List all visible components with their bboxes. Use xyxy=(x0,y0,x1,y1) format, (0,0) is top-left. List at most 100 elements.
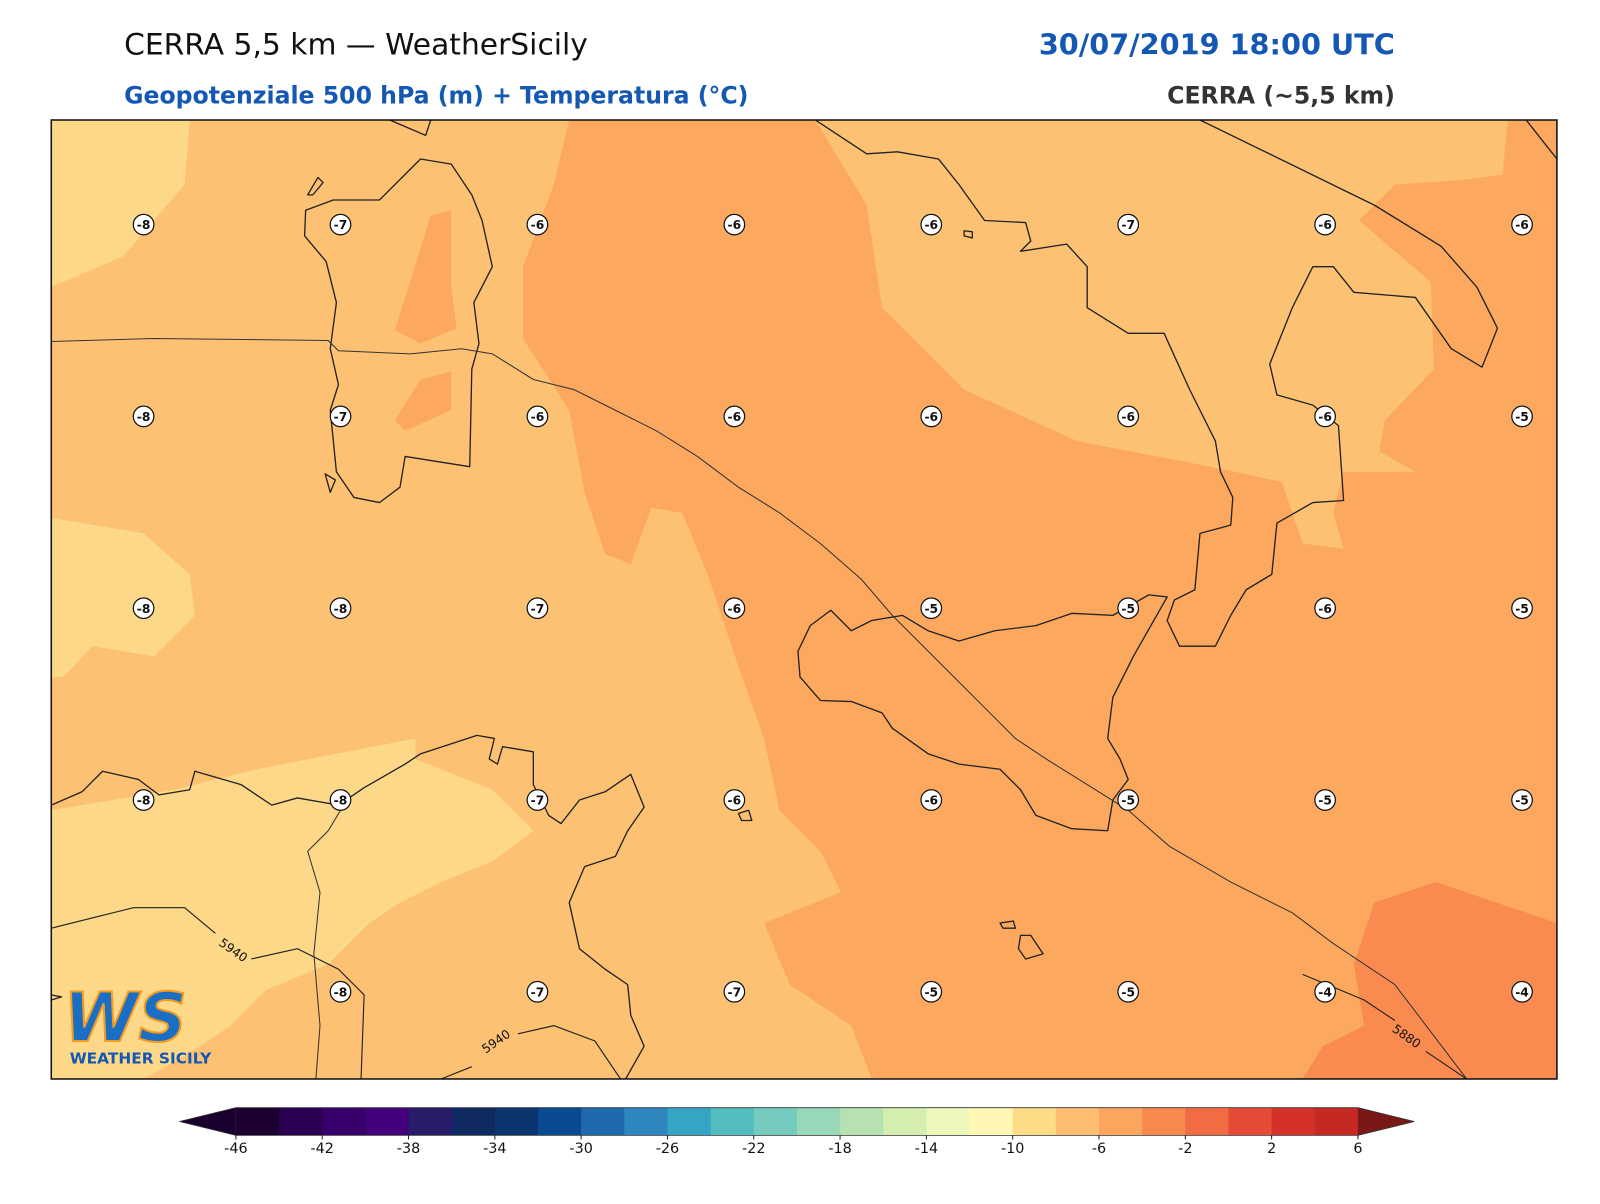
temperature-label: -5 xyxy=(924,602,938,616)
colorbar-segment xyxy=(494,1107,539,1136)
temperature-label: -7 xyxy=(334,218,348,232)
coastline xyxy=(51,994,63,1001)
colorbar-segment xyxy=(279,1107,323,1136)
grid-marker xyxy=(526,980,549,1003)
colorbar-segment xyxy=(969,1107,1014,1136)
colorbar-segment xyxy=(840,1107,884,1136)
temperature-label: -8 xyxy=(334,602,348,616)
grid-marker xyxy=(920,405,943,428)
colorbar-tick-label: -26 xyxy=(656,1141,679,1157)
temperature-grid: -8 -7 -6 -6 -6 -7 -6 -6 -8 -7 -6 -6 -6 -6 -6 -5 -8 -8 -7 -6… xyxy=(132,213,1533,1003)
grid-marker xyxy=(1117,980,1140,1003)
grid-marker xyxy=(920,789,943,811)
colorbar-tick-label: -30 xyxy=(569,1141,592,1157)
temperature-label: -6 xyxy=(924,410,938,424)
colorbar-segment xyxy=(926,1107,971,1136)
grid-marker xyxy=(526,789,549,811)
colorbar-segment xyxy=(1142,1107,1186,1136)
temperature-label: -6 xyxy=(531,218,545,232)
grid-marker xyxy=(329,980,352,1003)
temperature-label: -6 xyxy=(728,602,742,616)
colorbar-extend-low xyxy=(179,1107,236,1136)
temperature-label: -7 xyxy=(334,410,348,424)
temperature-label: -6 xyxy=(1121,410,1135,424)
grid-marker xyxy=(132,597,155,620)
temperature-label: -8 xyxy=(137,218,151,232)
colorbar-tick-label: -34 xyxy=(483,1141,506,1157)
temperature-label: -6 xyxy=(728,794,742,808)
colorbar-segment xyxy=(883,1107,927,1136)
grid-marker xyxy=(329,405,352,428)
border xyxy=(307,804,345,1079)
colorbar-tick-label: -42 xyxy=(310,1141,333,1157)
grid-marker xyxy=(723,789,746,811)
grid-marker xyxy=(920,213,943,236)
grid-marker xyxy=(329,597,352,620)
logo: WS WEATHER SICILY xyxy=(63,977,213,1068)
grid-marker xyxy=(1314,789,1336,811)
colorbar-segment xyxy=(753,1107,798,1136)
logo-mark: WS xyxy=(64,978,187,1057)
temperature-label: -8 xyxy=(137,410,151,424)
contour-line xyxy=(440,1025,621,1079)
grid-marker xyxy=(329,213,352,236)
coastline xyxy=(815,119,1499,647)
temperature-label: -4 xyxy=(1515,985,1529,999)
coastline xyxy=(797,594,1168,832)
grid-marker xyxy=(1511,789,1533,811)
grid-marker xyxy=(1117,789,1140,811)
colorbar-tick-label: -22 xyxy=(742,1141,765,1157)
colorbar-tick-label: -18 xyxy=(828,1141,851,1157)
coastline xyxy=(51,734,645,1079)
colorbar-segment xyxy=(667,1107,712,1136)
field-warm xyxy=(394,210,457,431)
grid-marker xyxy=(1117,213,1140,236)
coastline xyxy=(307,176,337,493)
colorbar: -46 -42 -38 -34 -30 -26 -22 -18 -14 -10 -6 -2 2 6 xyxy=(179,1107,1415,1157)
temperature-label: -8 xyxy=(137,794,151,808)
grid-marker xyxy=(329,789,352,811)
colorbar-segment xyxy=(408,1107,453,1136)
temperature-label: -5 xyxy=(1515,602,1529,616)
colorbar-segment xyxy=(1314,1107,1359,1136)
temperature-label: -6 xyxy=(531,410,545,424)
colorbar-segment xyxy=(624,1107,668,1136)
grid-marker xyxy=(132,405,155,428)
colorbar-segment xyxy=(581,1107,625,1136)
grid-marker xyxy=(723,213,746,236)
colorbar-tick-label: 6 xyxy=(1353,1141,1362,1157)
coastline xyxy=(1525,119,1557,160)
field-cool xyxy=(51,119,190,288)
colorbar-segment xyxy=(235,1107,280,1136)
temperature-label: -6 xyxy=(728,410,742,424)
colorbar-tick-label: -46 xyxy=(224,1141,247,1157)
temperature-label: -6 xyxy=(924,218,938,232)
grid-marker xyxy=(1511,980,1533,1003)
grid-marker xyxy=(1314,405,1336,428)
temperature-label: -8 xyxy=(137,602,151,616)
colorbar-segment xyxy=(322,1107,366,1136)
temperature-label: -7 xyxy=(531,602,545,616)
colorbar-segment xyxy=(1228,1107,1273,1136)
logo-name: WEATHER SICILY xyxy=(70,1050,212,1068)
grid-marker xyxy=(526,213,549,236)
colorbar-segment xyxy=(1055,1107,1100,1136)
grid-marker xyxy=(920,597,943,620)
grid-marker xyxy=(723,980,746,1003)
colorbar-tick-label: -2 xyxy=(1178,1141,1192,1157)
datetime: 30/07/2019 18:00 UTC xyxy=(1039,27,1395,61)
temperature-label: -6 xyxy=(1318,602,1332,616)
grid-marker xyxy=(723,597,746,620)
colorbar-segment xyxy=(365,1107,410,1136)
subtitle: Geopotenziale 500 hPa (m) + Temperatura … xyxy=(124,82,748,110)
colorbar-segment xyxy=(1012,1107,1057,1136)
title: CERRA 5,5 km — WeatherSicily xyxy=(124,27,588,62)
coastline xyxy=(737,230,1044,960)
field-cool xyxy=(51,517,195,677)
border xyxy=(51,337,1468,1079)
grid-marker xyxy=(1314,980,1336,1003)
temperature-label: -7 xyxy=(531,985,545,999)
grid-marker xyxy=(1511,213,1533,236)
temperature-label: -5 xyxy=(1121,602,1135,616)
